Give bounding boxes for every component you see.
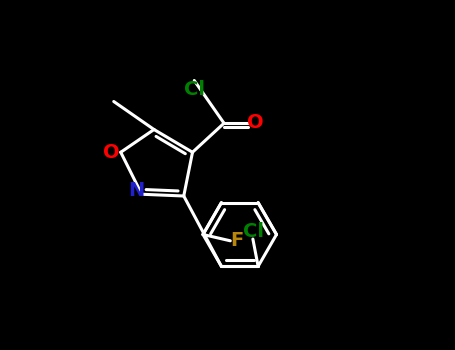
Text: F: F [231,231,244,250]
Text: O: O [247,113,264,132]
Text: O: O [103,143,119,162]
Text: Cl: Cl [243,222,264,241]
Text: Cl: Cl [184,80,206,99]
Text: N: N [128,181,145,199]
